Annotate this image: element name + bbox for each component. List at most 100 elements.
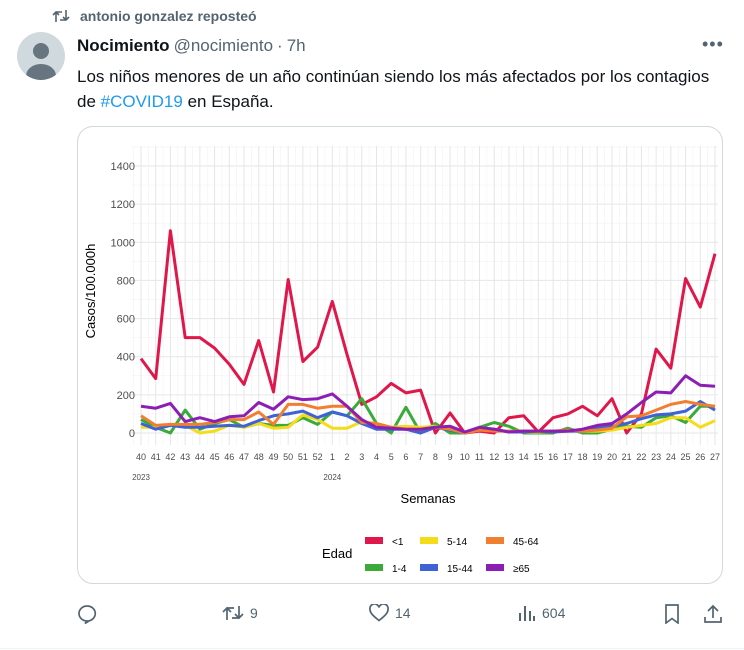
y-tick-label: 200	[117, 390, 135, 402]
series-line-0	[139, 229, 717, 435]
y-axis-title: Casos/100.000h	[83, 244, 98, 339]
reply-icon	[78, 605, 97, 624]
hashtag-link[interactable]: #COVID19	[100, 92, 183, 111]
chart-image[interactable]: 0 200 400 600 800 1000 1200 1400 40 41 42 43 44 45 46 4…	[77, 126, 723, 584]
x-tick-label: 45	[210, 452, 220, 462]
share-icon	[704, 604, 722, 623]
tweet-header: Nocimiento @nocimiento · 7h	[77, 36, 306, 56]
repost-icon	[52, 10, 70, 22]
legend-label: 5-14	[447, 537, 467, 548]
y-tick-label: 1200	[111, 199, 135, 211]
x-tick-label: 41	[151, 452, 161, 462]
x-tick-label: 16	[548, 452, 558, 462]
x-tick-label: 46	[224, 452, 234, 462]
y-tick-label: 1400	[111, 161, 135, 173]
like-count: 14	[395, 605, 411, 621]
x-tick-label: 13	[504, 452, 514, 462]
repost-icon	[222, 606, 244, 620]
tweet-text-after: en España.	[182, 92, 274, 111]
x-tick-label: 18	[578, 452, 588, 462]
heart-icon	[369, 604, 389, 622]
x-tick-label: 2	[345, 452, 350, 462]
x-tick-label: 24	[666, 452, 676, 462]
x-tick-label: 19	[592, 452, 602, 462]
x-tick-label: 43	[180, 452, 190, 462]
views-icon	[519, 606, 535, 621]
y-tick-label: 400	[117, 352, 135, 364]
tweet-actions: 9 14 604	[77, 604, 727, 630]
legend-title: Edad	[322, 546, 352, 561]
repost-count: 9	[250, 605, 258, 621]
x-tick-label: 3	[359, 452, 364, 462]
x-tick-label: 9	[448, 452, 453, 462]
x-tick-label: 20	[607, 452, 617, 462]
year-label: 2024	[323, 473, 341, 482]
x-tick-label: 40	[136, 452, 146, 462]
x-tick-label: 22	[636, 452, 646, 462]
legend-label: <1	[392, 537, 404, 548]
legend-swatch	[486, 564, 504, 571]
y-tick-label: 600	[117, 314, 135, 326]
legend-swatch	[365, 564, 383, 571]
legend-label: 15-44	[447, 564, 473, 575]
divider	[0, 648, 744, 649]
more-options-icon[interactable]: •••	[702, 34, 724, 54]
series-line-5	[140, 374, 716, 434]
legend-label: ≥65	[513, 564, 530, 575]
x-tick-label: 10	[460, 452, 470, 462]
x-tick-label: 26	[695, 452, 705, 462]
y-tick-label: 0	[129, 428, 135, 440]
x-tick-label: 25	[681, 452, 691, 462]
x-tick-label: 6	[403, 452, 408, 462]
tweet-text: Los niños menores de un año continúan si…	[77, 64, 717, 114]
repost-button[interactable]: 9	[222, 604, 258, 622]
tweet-time[interactable]: 7h	[286, 36, 306, 55]
share-button[interactable]	[703, 604, 723, 624]
repost-header: antonio gonzalez reposteó	[52, 8, 257, 24]
views-button[interactable]: 604	[518, 604, 565, 622]
y-tick-label: 800	[117, 275, 135, 287]
x-tick-label: 14	[519, 452, 529, 462]
legend-swatch	[365, 537, 383, 544]
x-axis-title: Semanas	[401, 491, 456, 506]
like-button[interactable]: 14	[369, 604, 411, 622]
x-tick-label: 17	[563, 452, 573, 462]
x-tick-label: 48	[254, 452, 264, 462]
x-tick-label: 7	[418, 452, 423, 462]
legend-label: 45-64	[513, 537, 539, 548]
x-tick-label: 50	[283, 452, 293, 462]
x-tick-label: 5	[389, 452, 394, 462]
bookmark-button[interactable]	[664, 604, 680, 624]
x-tick-label: 21	[622, 452, 632, 462]
x-tick-label: 27	[710, 452, 720, 462]
x-tick-label: 47	[239, 452, 249, 462]
x-tick-label: 23	[651, 452, 661, 462]
x-tick-label: 4	[374, 452, 379, 462]
x-tick-label: 15	[533, 452, 543, 462]
series-line-3	[140, 400, 716, 435]
views-count: 604	[542, 605, 566, 621]
tweet-text-before: Los niños menores de un año continúan si…	[77, 67, 710, 111]
legend-swatch	[420, 564, 438, 571]
avatar[interactable]	[17, 32, 65, 80]
x-tick-label: 42	[165, 452, 175, 462]
author-handle[interactable]: @nocimiento	[173, 36, 274, 55]
year-label: 2023	[132, 473, 150, 482]
separator: ·	[277, 36, 283, 55]
x-tick-label: 11	[475, 452, 484, 462]
x-tick-label: 51	[298, 452, 308, 462]
x-tick-label: 8	[433, 452, 438, 462]
x-tick-label: 52	[313, 452, 323, 462]
x-tick-label: 44	[195, 452, 205, 462]
y-tick-label: 1000	[111, 237, 135, 249]
x-tick-label: 12	[489, 452, 499, 462]
x-tick-label: 1	[330, 452, 335, 462]
repost-label[interactable]: antonio gonzalez reposteó	[80, 8, 257, 24]
legend-label: 1-4	[392, 564, 407, 575]
legend-swatch	[486, 537, 504, 544]
author-name[interactable]: Nocimiento	[77, 36, 170, 55]
reply-button[interactable]	[77, 604, 103, 624]
x-tick-label: 49	[268, 452, 278, 462]
default-avatar-icon	[26, 43, 56, 80]
